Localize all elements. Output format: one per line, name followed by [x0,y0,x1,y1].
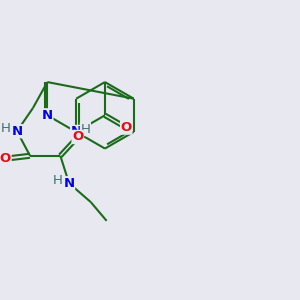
Text: H: H [1,122,11,135]
Text: N: N [64,177,75,190]
Text: N: N [11,125,22,138]
Text: O: O [72,130,83,143]
Text: H: H [53,174,63,187]
Text: N: N [42,109,53,122]
Text: O: O [121,121,132,134]
Text: N: N [70,125,82,138]
Text: O: O [0,152,11,165]
Text: H: H [80,122,90,136]
